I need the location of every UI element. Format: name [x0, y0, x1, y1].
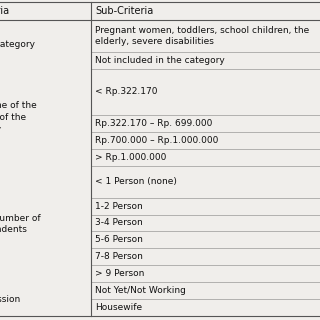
Text: Income of the
head of the
family: Income of the head of the family — [0, 101, 37, 133]
Text: > Rp.1.000.000: > Rp.1.000.000 — [95, 153, 166, 162]
Text: < Rp.322.170: < Rp.322.170 — [95, 87, 157, 96]
Text: Pregnant women, toddlers, school children, the
elderly, severe disabilities: Pregnant women, toddlers, school childre… — [95, 26, 309, 46]
Text: > 9 Person: > 9 Person — [95, 269, 144, 278]
Text: Not included in the category: Not included in the category — [95, 56, 225, 65]
Text: < 1 Person (none): < 1 Person (none) — [95, 177, 177, 186]
Text: 5-6 Person: 5-6 Person — [95, 236, 143, 244]
Text: Not Yet/Not Working: Not Yet/Not Working — [95, 286, 186, 295]
Text: 1-2 Person: 1-2 Person — [95, 202, 143, 211]
Text: The number of
dependents: The number of dependents — [0, 214, 41, 235]
Text: Rp.322.170 – Rp. 699.000: Rp.322.170 – Rp. 699.000 — [95, 119, 212, 128]
Text: Sub-Criteria: Sub-Criteria — [95, 6, 153, 16]
Text: Housewife: Housewife — [95, 303, 142, 312]
Text: 7-8 Person: 7-8 Person — [95, 252, 143, 261]
Text: Rp.700.000 – Rp.1.000.000: Rp.700.000 – Rp.1.000.000 — [95, 136, 218, 145]
Text: 3-4 Person: 3-4 Person — [95, 219, 143, 228]
Text: Profession: Profession — [0, 295, 20, 304]
Text: Criteria: Criteria — [0, 6, 10, 16]
Text: PKH category: PKH category — [0, 40, 35, 49]
